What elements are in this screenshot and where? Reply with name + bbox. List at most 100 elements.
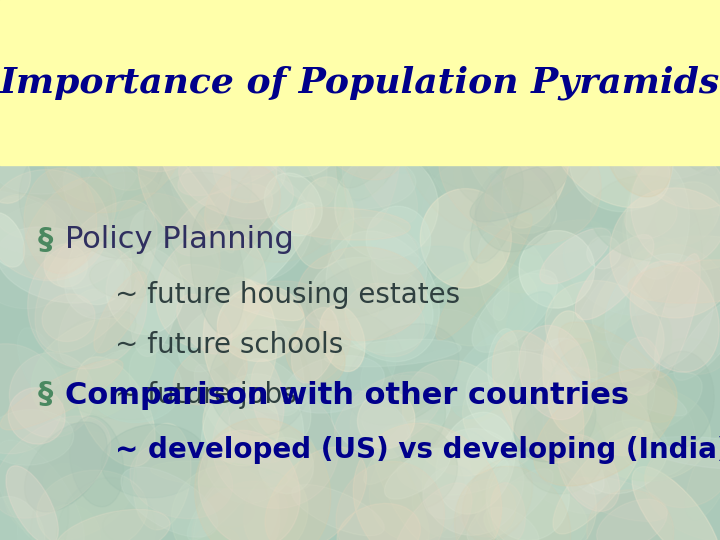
Ellipse shape bbox=[228, 409, 287, 462]
Ellipse shape bbox=[272, 0, 379, 80]
Ellipse shape bbox=[534, 50, 627, 156]
Ellipse shape bbox=[9, 353, 94, 437]
Ellipse shape bbox=[458, 480, 516, 537]
Ellipse shape bbox=[0, 496, 45, 540]
Ellipse shape bbox=[432, 297, 515, 383]
Ellipse shape bbox=[286, 59, 327, 187]
Ellipse shape bbox=[0, 344, 63, 454]
Ellipse shape bbox=[351, 124, 418, 223]
Ellipse shape bbox=[48, 79, 99, 159]
Ellipse shape bbox=[326, 231, 439, 362]
Ellipse shape bbox=[550, 0, 605, 96]
Ellipse shape bbox=[470, 163, 523, 264]
Text: ~ future housing estates: ~ future housing estates bbox=[115, 281, 460, 309]
Ellipse shape bbox=[47, 145, 117, 239]
Ellipse shape bbox=[581, 2, 678, 99]
Bar bbox=[0, 0, 720, 165]
Ellipse shape bbox=[639, 0, 720, 71]
Ellipse shape bbox=[525, 12, 608, 131]
Ellipse shape bbox=[0, 227, 118, 303]
Ellipse shape bbox=[477, 233, 509, 320]
Ellipse shape bbox=[402, 360, 513, 476]
Ellipse shape bbox=[44, 244, 87, 287]
Ellipse shape bbox=[44, 101, 141, 202]
Text: ~ future jobs: ~ future jobs bbox=[115, 381, 297, 409]
Ellipse shape bbox=[563, 82, 634, 149]
Ellipse shape bbox=[536, 82, 624, 145]
Ellipse shape bbox=[55, 381, 156, 420]
Ellipse shape bbox=[132, 0, 225, 79]
Ellipse shape bbox=[254, 429, 315, 483]
Ellipse shape bbox=[384, 448, 450, 499]
Ellipse shape bbox=[43, 59, 189, 213]
Ellipse shape bbox=[350, 17, 421, 88]
Ellipse shape bbox=[121, 119, 194, 172]
Ellipse shape bbox=[6, 465, 58, 540]
Ellipse shape bbox=[0, 360, 123, 430]
Ellipse shape bbox=[194, 469, 279, 540]
Ellipse shape bbox=[485, 156, 567, 213]
Ellipse shape bbox=[24, 168, 96, 274]
Ellipse shape bbox=[559, 322, 676, 422]
Ellipse shape bbox=[187, 438, 276, 540]
Ellipse shape bbox=[325, 309, 405, 388]
Ellipse shape bbox=[138, 106, 230, 240]
Ellipse shape bbox=[331, 217, 419, 285]
Ellipse shape bbox=[536, 315, 599, 376]
Ellipse shape bbox=[56, 477, 156, 540]
Ellipse shape bbox=[361, 41, 420, 99]
Ellipse shape bbox=[602, 50, 641, 106]
Ellipse shape bbox=[623, 150, 666, 244]
Ellipse shape bbox=[203, 383, 279, 466]
Ellipse shape bbox=[235, 359, 311, 444]
Ellipse shape bbox=[563, 227, 667, 315]
Ellipse shape bbox=[634, 245, 720, 374]
Ellipse shape bbox=[656, 182, 720, 245]
Ellipse shape bbox=[292, 177, 354, 268]
Text: §: § bbox=[38, 381, 53, 409]
Ellipse shape bbox=[274, 28, 310, 90]
Ellipse shape bbox=[195, 525, 239, 540]
Ellipse shape bbox=[482, 190, 550, 234]
Ellipse shape bbox=[526, 395, 608, 477]
Ellipse shape bbox=[543, 0, 605, 61]
Ellipse shape bbox=[654, 254, 701, 378]
Ellipse shape bbox=[438, 102, 601, 245]
Ellipse shape bbox=[65, 252, 131, 319]
Ellipse shape bbox=[30, 482, 68, 540]
Ellipse shape bbox=[580, 420, 667, 494]
Text: Importance of Population Pyramids: Importance of Population Pyramids bbox=[0, 65, 720, 100]
Ellipse shape bbox=[514, 387, 596, 462]
Text: Policy Planning: Policy Planning bbox=[65, 226, 294, 254]
Ellipse shape bbox=[605, 254, 714, 372]
Ellipse shape bbox=[399, 349, 494, 413]
Ellipse shape bbox=[590, 176, 713, 261]
Ellipse shape bbox=[27, 308, 91, 342]
Ellipse shape bbox=[346, 324, 459, 425]
Ellipse shape bbox=[627, 237, 683, 300]
Ellipse shape bbox=[10, 80, 99, 158]
Text: Comparison with other countries: Comparison with other countries bbox=[65, 381, 629, 409]
Ellipse shape bbox=[19, 145, 112, 258]
Ellipse shape bbox=[179, 265, 304, 321]
Ellipse shape bbox=[361, 407, 411, 444]
Ellipse shape bbox=[116, 63, 191, 139]
Ellipse shape bbox=[202, 86, 302, 185]
Ellipse shape bbox=[284, 356, 384, 413]
Ellipse shape bbox=[68, 227, 132, 305]
Ellipse shape bbox=[639, 0, 720, 63]
Ellipse shape bbox=[102, 424, 207, 498]
Ellipse shape bbox=[281, 149, 416, 210]
Ellipse shape bbox=[87, 349, 182, 423]
Ellipse shape bbox=[335, 372, 443, 453]
Ellipse shape bbox=[185, 76, 233, 127]
Ellipse shape bbox=[245, 0, 319, 71]
Ellipse shape bbox=[24, 422, 107, 512]
Ellipse shape bbox=[606, 112, 672, 197]
Ellipse shape bbox=[124, 222, 174, 303]
Ellipse shape bbox=[130, 441, 233, 519]
Ellipse shape bbox=[144, 228, 219, 303]
Ellipse shape bbox=[325, 339, 462, 367]
Ellipse shape bbox=[58, 246, 122, 289]
Ellipse shape bbox=[622, 372, 702, 434]
